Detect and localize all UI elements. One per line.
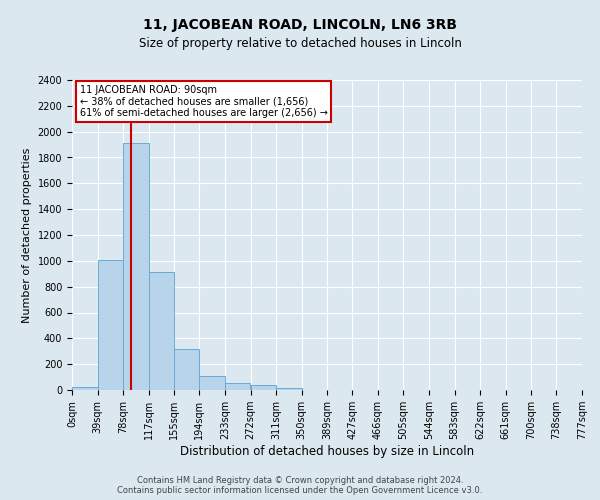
- Bar: [276, 388, 302, 390]
- X-axis label: Distribution of detached houses by size in Lincoln: Distribution of detached houses by size …: [180, 445, 474, 458]
- Bar: [98, 260, 123, 390]
- Bar: [225, 383, 250, 390]
- Bar: [174, 348, 199, 390]
- Bar: [72, 388, 97, 390]
- Text: Contains HM Land Registry data © Crown copyright and database right 2024.
Contai: Contains HM Land Registry data © Crown c…: [118, 476, 482, 495]
- Bar: [251, 386, 276, 390]
- Bar: [123, 144, 149, 390]
- Text: 11 JACOBEAN ROAD: 90sqm
← 38% of detached houses are smaller (1,656)
61% of semi: 11 JACOBEAN ROAD: 90sqm ← 38% of detache…: [80, 84, 328, 118]
- Bar: [199, 376, 225, 390]
- Bar: [149, 272, 173, 390]
- Text: Size of property relative to detached houses in Lincoln: Size of property relative to detached ho…: [139, 38, 461, 51]
- Text: 11, JACOBEAN ROAD, LINCOLN, LN6 3RB: 11, JACOBEAN ROAD, LINCOLN, LN6 3RB: [143, 18, 457, 32]
- Y-axis label: Number of detached properties: Number of detached properties: [22, 148, 32, 322]
